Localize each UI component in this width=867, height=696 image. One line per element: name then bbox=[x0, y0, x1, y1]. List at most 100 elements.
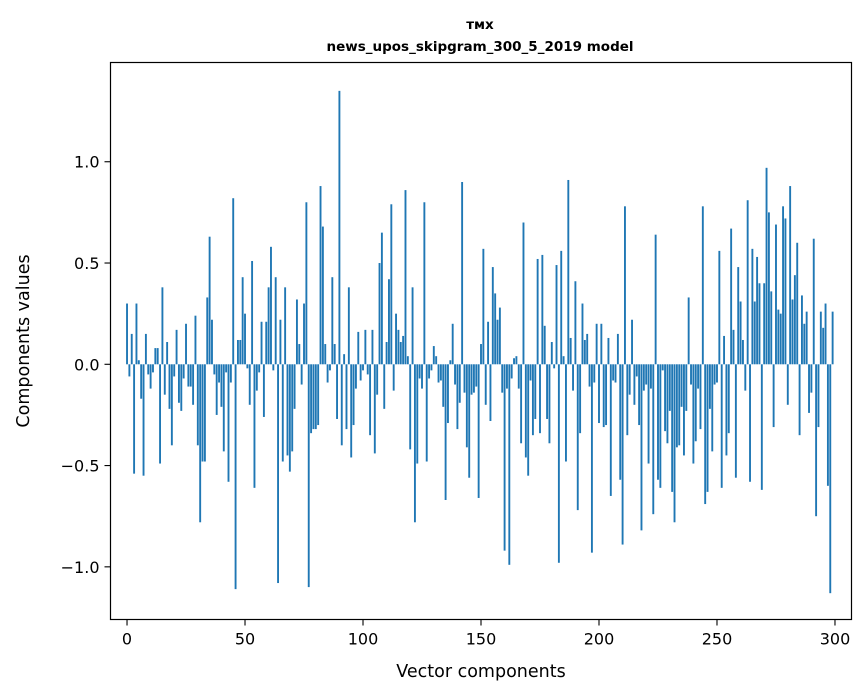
bar bbox=[215, 364, 218, 415]
bar bbox=[248, 364, 251, 405]
bar bbox=[517, 364, 520, 389]
bar bbox=[484, 364, 487, 405]
bar bbox=[749, 364, 751, 482]
bar bbox=[487, 321, 490, 365]
bar bbox=[685, 364, 688, 411]
bar bbox=[298, 344, 301, 365]
bar bbox=[562, 356, 565, 365]
bar bbox=[786, 364, 789, 405]
bar bbox=[480, 344, 482, 365]
bar bbox=[406, 356, 409, 365]
bar bbox=[317, 364, 320, 426]
bar bbox=[142, 364, 145, 476]
bar bbox=[236, 339, 239, 365]
bar bbox=[645, 364, 648, 385]
bar bbox=[784, 218, 787, 365]
bar bbox=[380, 232, 383, 365]
bar bbox=[605, 364, 608, 426]
bar bbox=[777, 309, 780, 365]
bar bbox=[524, 364, 527, 458]
bar bbox=[692, 364, 695, 464]
bar bbox=[211, 319, 213, 365]
bar bbox=[458, 364, 461, 403]
bar bbox=[147, 364, 150, 375]
bar bbox=[465, 364, 468, 448]
bar bbox=[383, 364, 386, 409]
bar bbox=[812, 238, 815, 365]
bar bbox=[234, 364, 237, 590]
bar bbox=[390, 204, 393, 365]
bar bbox=[300, 364, 303, 385]
bar bbox=[163, 364, 166, 395]
bar bbox=[137, 360, 140, 365]
bar bbox=[267, 287, 270, 365]
bar bbox=[510, 364, 513, 379]
bar bbox=[560, 250, 563, 365]
bar bbox=[239, 339, 242, 365]
bar bbox=[789, 186, 792, 365]
bar bbox=[815, 364, 818, 517]
bar bbox=[678, 364, 681, 446]
bar bbox=[430, 364, 433, 371]
bar bbox=[241, 277, 244, 365]
bar bbox=[385, 342, 388, 365]
bar bbox=[704, 364, 707, 505]
bar bbox=[442, 364, 445, 407]
bar bbox=[725, 364, 728, 456]
bar bbox=[801, 295, 803, 365]
bar bbox=[133, 364, 136, 474]
bar bbox=[666, 364, 669, 444]
bar bbox=[366, 364, 369, 375]
bar bbox=[503, 364, 506, 551]
bar bbox=[633, 364, 636, 405]
bar bbox=[397, 329, 400, 365]
bar bbox=[411, 287, 414, 365]
bar bbox=[185, 323, 187, 365]
bar bbox=[329, 364, 331, 371]
bar bbox=[253, 364, 256, 488]
bar bbox=[201, 364, 204, 462]
bar bbox=[572, 364, 574, 391]
bar bbox=[173, 364, 176, 377]
bar bbox=[756, 256, 759, 365]
bar bbox=[720, 364, 723, 488]
x-tick-label: 50 bbox=[235, 630, 255, 649]
bar bbox=[251, 260, 254, 365]
y-tick-label: −0.5 bbox=[61, 457, 100, 476]
bar bbox=[508, 364, 511, 565]
bar bbox=[775, 224, 777, 365]
bar bbox=[291, 364, 294, 452]
bar bbox=[673, 364, 676, 523]
bar bbox=[576, 364, 579, 511]
bar bbox=[494, 293, 497, 365]
bar bbox=[536, 258, 539, 365]
chart-subtitle: news_upos_skipgram_300_5_2019 model bbox=[326, 39, 633, 55]
bar bbox=[378, 263, 381, 365]
bar bbox=[779, 313, 782, 365]
bar bbox=[664, 364, 667, 432]
bar bbox=[831, 311, 834, 365]
x-tick-label: 250 bbox=[702, 630, 733, 649]
bar bbox=[671, 364, 674, 492]
bar bbox=[574, 281, 577, 365]
bar bbox=[767, 212, 770, 365]
bar bbox=[522, 222, 525, 365]
bar bbox=[336, 364, 338, 419]
bar bbox=[477, 364, 480, 498]
bar bbox=[739, 301, 742, 365]
bar bbox=[435, 356, 438, 365]
bar bbox=[225, 364, 228, 373]
y-axis-ticks: −1.0 −0.5 0.0 0.5 1.0 bbox=[61, 153, 111, 577]
bar bbox=[130, 333, 133, 365]
bar bbox=[265, 321, 268, 365]
bar bbox=[126, 303, 128, 365]
bar bbox=[227, 364, 230, 482]
bar bbox=[170, 364, 173, 446]
y-tick-label: −1.0 bbox=[61, 558, 100, 577]
bar bbox=[782, 206, 785, 365]
bar bbox=[175, 329, 178, 365]
bar bbox=[793, 275, 796, 365]
bar bbox=[683, 364, 685, 456]
bar bbox=[213, 364, 216, 375]
bar bbox=[305, 202, 308, 365]
